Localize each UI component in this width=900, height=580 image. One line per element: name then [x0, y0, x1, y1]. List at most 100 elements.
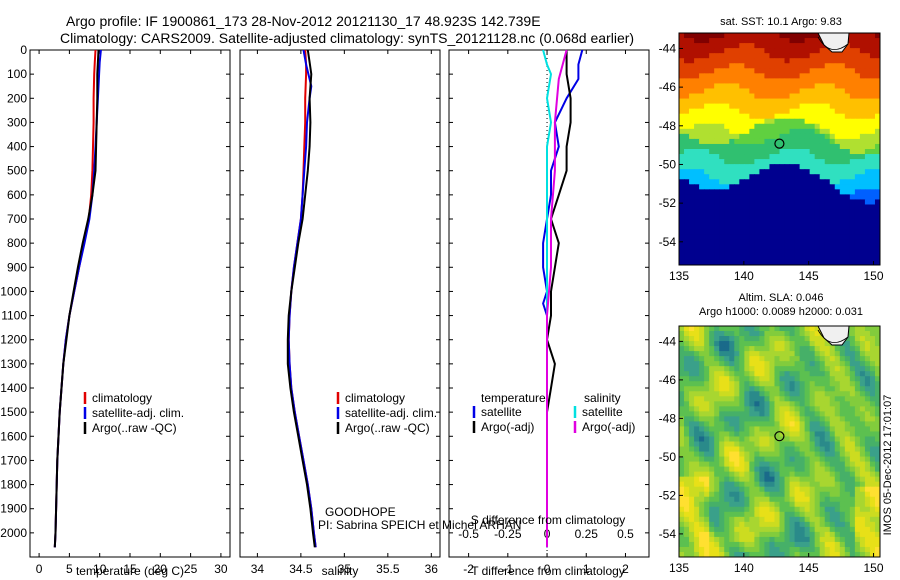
sst-map-title: sat. SST: 10.1 Argo: 9.83	[720, 16, 842, 28]
sla-map-subtitle: Argo h1000: 0.0089 h2000: 0.031	[699, 306, 863, 318]
y-tick-label: 1500	[0, 405, 27, 419]
x-tick-label: 35.5	[376, 562, 400, 576]
x-top-tick-label: -0.25	[494, 527, 522, 541]
legend-argo: Argo(..raw -QC)	[345, 421, 430, 435]
y-tick-label: 200	[7, 91, 27, 105]
y-tick-label: -54	[659, 527, 677, 541]
project-label: GOODHOPE	[325, 505, 396, 519]
x-tick-label: 1	[583, 562, 590, 576]
argo-position-marker	[774, 431, 785, 442]
header-line-2: Climatology: CARS2009. Satellite-adjuste…	[60, 30, 635, 46]
y-tick-label: 2000	[0, 526, 27, 540]
legend-t-satellite: satellite	[481, 405, 522, 419]
x-tick-label: 150	[864, 561, 884, 575]
salinity-panel-frame	[239, 49, 441, 558]
salinity-chart: 34 34.5 35 35.5 36	[240, 49, 440, 576]
x-tick-label: 145	[799, 269, 819, 283]
y-tick-label: -54	[659, 235, 677, 249]
sst-map: 135 140 145 150 -44 -46 -48 -50 -52 -54	[659, 32, 884, 283]
x-top-tick-label: -0.5	[458, 527, 479, 541]
argo-position-marker	[774, 138, 785, 149]
sla-map-title: Altim. SLA: 0.046	[739, 292, 824, 304]
x-tick-label: 2	[622, 562, 629, 576]
y-tick-label: 800	[7, 236, 27, 250]
pi-label: PI: Sabrina SPEICH et Michel ARHAN	[318, 518, 521, 532]
y-tick-label: 300	[7, 115, 27, 129]
y-tick-label: -48	[659, 411, 677, 425]
y-tick-label: -44	[659, 41, 677, 55]
y-tick-label: 100	[7, 67, 27, 81]
y-tick-label: -50	[659, 157, 677, 171]
y-tick-label: 700	[7, 212, 27, 226]
y-tick-label: -52	[659, 196, 677, 210]
x-tick-label: 35	[338, 562, 352, 576]
series-line-black	[286, 49, 316, 548]
y-tick-label: 1600	[0, 429, 27, 443]
y-tick-label: 1400	[0, 381, 27, 395]
temperature-chart: 0100200300400500600700800900100011001200…	[0, 43, 230, 576]
y-tick-label: 1700	[0, 453, 27, 467]
legend-climatology: climatology	[345, 391, 405, 405]
x-tick-label: 0	[544, 562, 551, 576]
x-tick-label: 20	[154, 562, 168, 576]
y-tick-label: 600	[7, 188, 27, 202]
y-tick-label: 1100	[1, 309, 27, 323]
x-tick-label: 0	[36, 562, 43, 576]
legend-s-satellite: satellite	[582, 405, 623, 419]
x-tick-label: -1	[502, 562, 513, 576]
y-tick-label: 1300	[0, 357, 27, 371]
y-tick-label: 1800	[0, 478, 27, 492]
legend-t-argo: Argo(-adj)	[481, 420, 534, 434]
x-tick-label: 150	[864, 269, 884, 283]
y-tick-label: 900	[7, 260, 27, 274]
y-tick-label: 1900	[0, 502, 27, 516]
temperature-panel-frame	[29, 49, 231, 558]
difference-xlabel: T difference from climatology	[471, 564, 625, 578]
legend-title-temperature: temperature	[481, 391, 546, 405]
x-tick-label: 36	[425, 562, 439, 576]
x-tick-label: 10	[93, 562, 107, 576]
y-tick-label: -52	[659, 488, 677, 502]
legend-title-salinity: salinity	[584, 391, 621, 405]
y-tick-label: 500	[7, 164, 27, 178]
series-line-black	[546, 50, 572, 548]
legend-satellite-adj: satellite-adj. clim.	[92, 406, 184, 420]
x-tick-label: 135	[669, 561, 689, 575]
imos-timestamp: IMOS 05-Dec-2012 17:01:07	[882, 395, 894, 536]
sla-coastline	[817, 326, 850, 346]
difference-legend: temperature salinity satellite Argo(-adj…	[472, 391, 635, 434]
x-tick-label: 145	[799, 561, 819, 575]
x-tick-label: 135	[669, 269, 689, 283]
salinity-legend: climatology satellite-adj. clim. Argo(..…	[336, 391, 437, 435]
y-tick-label: -46	[659, 373, 677, 387]
x-tick-label: 30	[214, 562, 228, 576]
y-tick-label: -46	[659, 80, 677, 94]
x-tick-label: 140	[734, 561, 754, 575]
header-line-1: Argo profile: IF 1900861_173 28-Nov-2012…	[66, 13, 541, 29]
x-tick-label: 34	[251, 562, 265, 576]
x-top-tick-label: 0.25	[575, 527, 599, 541]
x-tick-label: -2	[463, 562, 474, 576]
sst-coastline	[817, 33, 850, 53]
salinity-xlabel: salinity	[322, 564, 359, 578]
y-tick-label: 1000	[0, 284, 27, 298]
series-line-magenta	[546, 49, 568, 548]
x-top-tick-label: 0.5	[617, 527, 634, 541]
x-tick-label: 34.5	[289, 562, 313, 576]
temperature-legend: climatology satellite-adj. clim. Argo(..…	[83, 391, 184, 435]
x-tick-label: 140	[734, 269, 754, 283]
legend-climatology: climatology	[92, 391, 152, 405]
sla-map: 135 140 145 150 -44 -46 -48 -50 -52 -54	[659, 325, 884, 575]
y-tick-label: -48	[659, 119, 677, 133]
y-tick-label: -50	[659, 450, 677, 464]
series-line-black	[53, 49, 100, 548]
x-tick-label: 5	[66, 562, 73, 576]
x-tick-label: 25	[184, 562, 198, 576]
y-tick-label: 0	[20, 43, 27, 57]
y-tick-label: -44	[659, 334, 677, 348]
legend-s-argo: Argo(-adj)	[582, 420, 635, 434]
x-tick-label: 15	[123, 562, 137, 576]
legend-argo: Argo(..raw -QC)	[92, 421, 177, 435]
